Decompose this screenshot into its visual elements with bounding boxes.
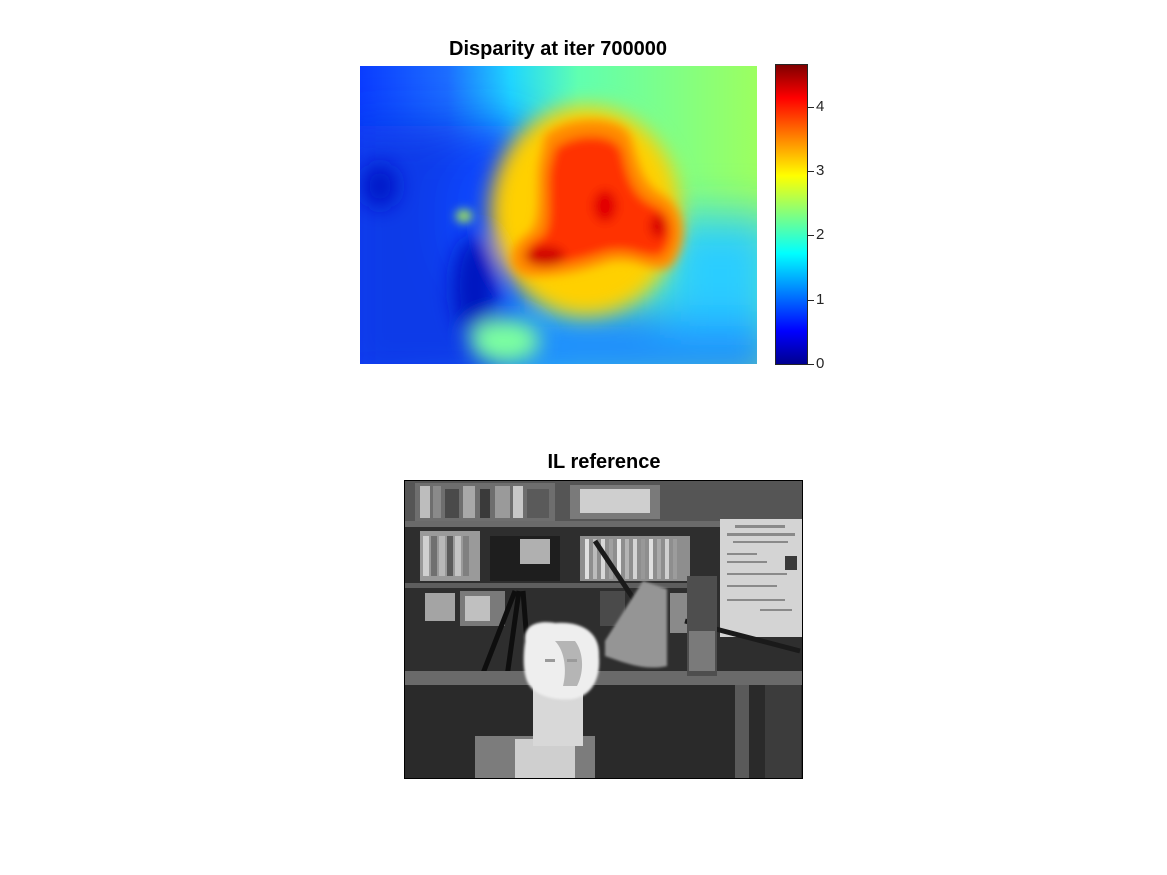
heatmap-dark-patch-left bbox=[362, 164, 398, 208]
table-top bbox=[405, 671, 802, 685]
heatmap-peak-3 bbox=[650, 214, 666, 238]
colorbar-tick-label: 1 bbox=[816, 291, 825, 308]
heatmap-peak-2 bbox=[593, 190, 617, 222]
bookshelf-lower bbox=[425, 591, 690, 633]
colorbar-tick bbox=[808, 364, 814, 365]
heatmap-small-spot bbox=[456, 210, 472, 222]
colorbar-tick bbox=[808, 235, 814, 236]
shelf-divider-2 bbox=[405, 583, 705, 588]
lamp-shade bbox=[605, 581, 667, 668]
table-leg-right bbox=[765, 685, 801, 778]
colorbar-tick-label: 3 bbox=[816, 162, 825, 179]
colorbar-tick bbox=[808, 171, 814, 172]
disparity-title: Disparity at iter 700000 bbox=[449, 38, 667, 60]
colorbar-tick-label: 2 bbox=[816, 226, 825, 243]
heatmap-cyan-patch bbox=[470, 319, 540, 363]
heatmap-peak-1 bbox=[525, 246, 565, 266]
bookshelf-top bbox=[415, 483, 660, 521]
reference-title: IL reference bbox=[547, 451, 661, 473]
statue-eye-right bbox=[567, 659, 577, 662]
reference-image bbox=[404, 480, 803, 779]
heatmap-dark-patch-center bbox=[453, 236, 497, 336]
colorbar-tick bbox=[808, 107, 814, 108]
poster bbox=[720, 519, 802, 637]
disparity-heatmap bbox=[360, 66, 757, 364]
bookshelf-middle bbox=[420, 531, 690, 581]
colorbar-tick-label: 4 bbox=[816, 98, 825, 115]
colorbar bbox=[775, 64, 808, 365]
colorbar-tick bbox=[808, 300, 814, 301]
statue-head bbox=[523, 622, 600, 700]
statue-shading bbox=[555, 641, 583, 686]
colorbar-tick-label: 0 bbox=[816, 355, 825, 372]
shelf-divider bbox=[405, 521, 802, 527]
statue-eye-left bbox=[545, 659, 555, 662]
table-leg bbox=[735, 685, 749, 778]
can-label bbox=[689, 631, 715, 671]
poster-text bbox=[727, 525, 797, 611]
